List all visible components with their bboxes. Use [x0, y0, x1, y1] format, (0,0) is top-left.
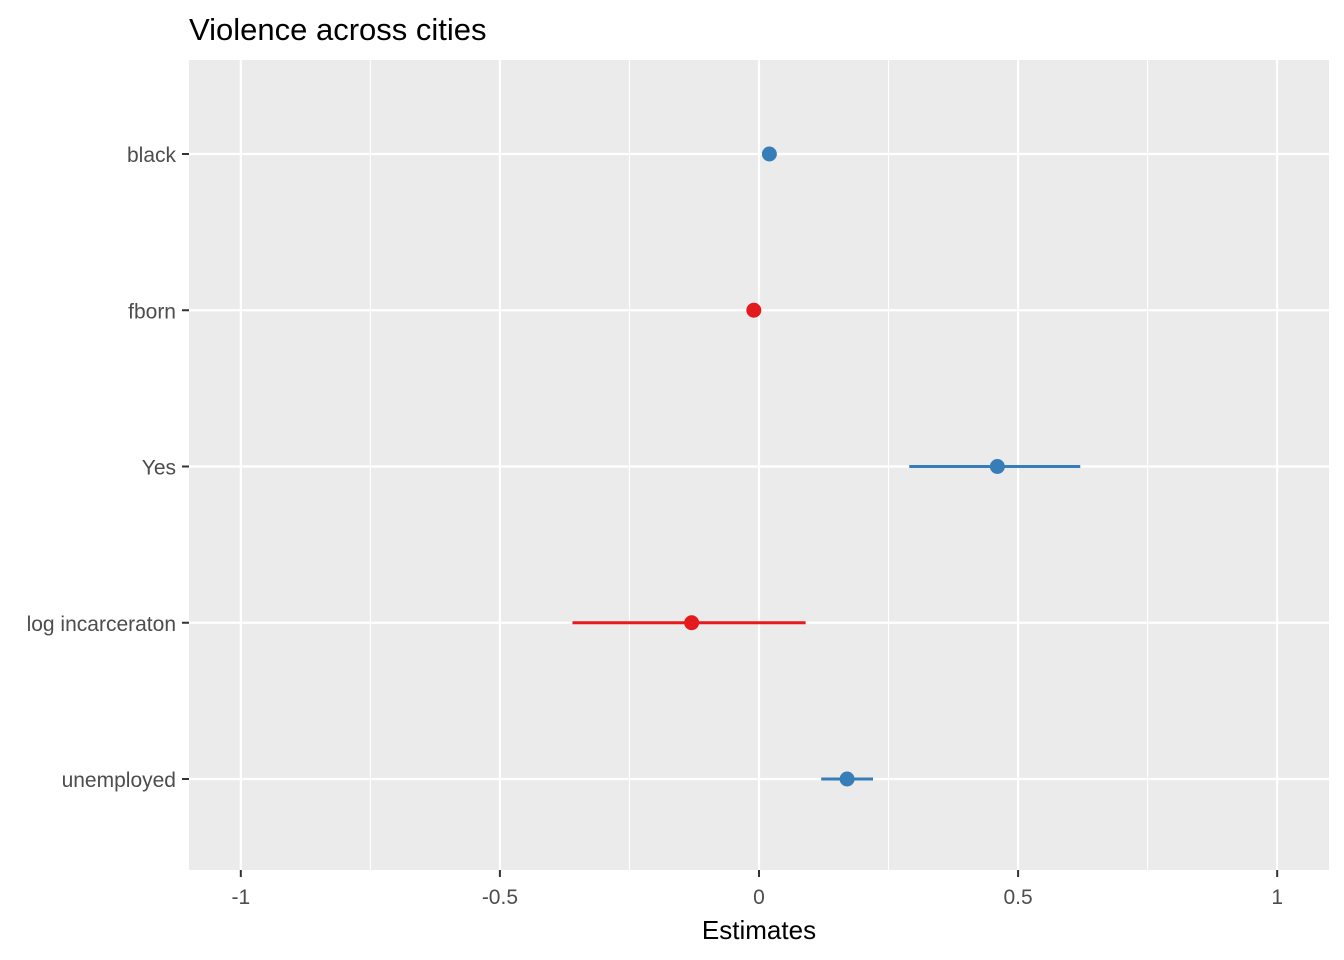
- minor-gridlines: [369, 60, 1149, 870]
- x-tick-label: 1: [1271, 886, 1283, 909]
- estimate-point: [684, 615, 700, 631]
- y-tick-label: fborn: [128, 300, 176, 323]
- x-axis-title: Estimates: [702, 915, 816, 945]
- y-tick-label: black: [127, 144, 177, 167]
- x-tick-label: -0.5: [482, 886, 518, 909]
- y-tick-label: unemployed: [62, 769, 176, 792]
- y-tick-label: log incarceraton: [27, 613, 176, 636]
- x-tick-label: 0.5: [1003, 886, 1032, 909]
- y-tick-label: Yes: [142, 457, 176, 480]
- estimate-point: [839, 771, 855, 787]
- estimate-marks: [572, 146, 1081, 787]
- x-axis: -1 -0.5 0 0.5 1: [231, 870, 1283, 909]
- estimate-point: [989, 459, 1005, 474]
- estimate-point: [761, 146, 777, 162]
- x-tick-label: -1: [231, 886, 250, 909]
- y-axis: black fborn Yes log incarceraton unemployed: [27, 144, 189, 792]
- chart-title: Violence across cities: [189, 12, 487, 47]
- x-tick-label: 0: [753, 886, 765, 909]
- estimate-point: [746, 302, 762, 318]
